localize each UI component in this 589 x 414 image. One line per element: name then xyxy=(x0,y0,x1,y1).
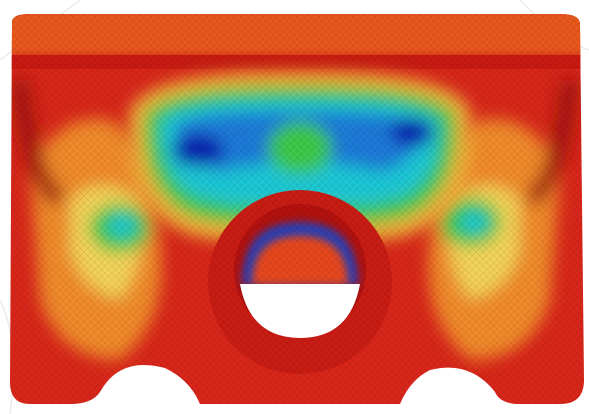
page xyxy=(0,0,589,414)
piston-stress-plot xyxy=(0,0,589,414)
piston-body xyxy=(0,0,589,414)
